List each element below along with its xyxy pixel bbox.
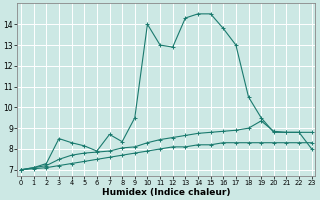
- X-axis label: Humidex (Indice chaleur): Humidex (Indice chaleur): [102, 188, 231, 197]
